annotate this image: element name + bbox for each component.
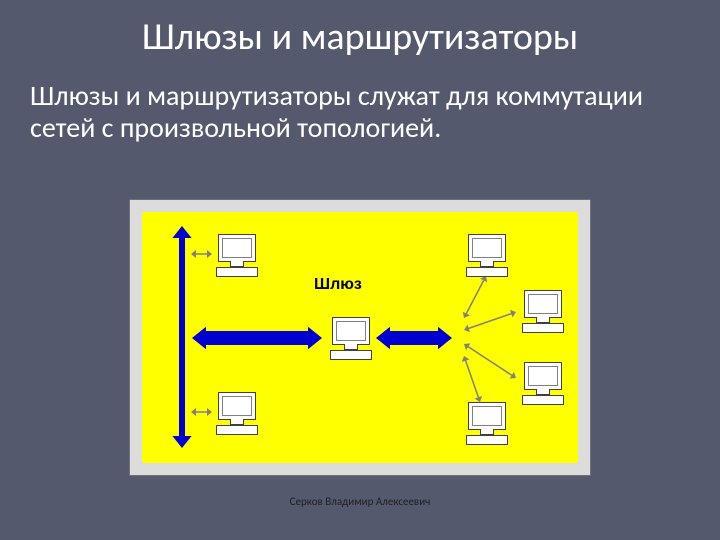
pc-node-pc_bl bbox=[214, 392, 258, 434]
pc-node-pc_tl bbox=[214, 234, 258, 276]
slide-footer: Серков Владимир Алексеевич bbox=[0, 495, 720, 508]
diagram-canvas: Шлюз bbox=[142, 212, 578, 463]
pc-node-pc_br bbox=[464, 402, 508, 444]
pc-node-pc_rb bbox=[520, 362, 564, 404]
pc-node-gateway bbox=[328, 317, 372, 359]
pc-node-pc_tr bbox=[464, 234, 508, 276]
diagram-container: Шлюз bbox=[130, 200, 590, 475]
gateway-label: Шлюз bbox=[314, 276, 362, 294]
page-title: Шлюзы и маршрутизаторы bbox=[0, 0, 720, 60]
body-text: Шлюзы и маршрутизаторы служат для коммут… bbox=[0, 60, 720, 144]
pc-node-pc_rt bbox=[520, 290, 564, 332]
slide: Шлюзы и маршрутизаторы Шлюзы и маршрутиз… bbox=[0, 0, 720, 540]
